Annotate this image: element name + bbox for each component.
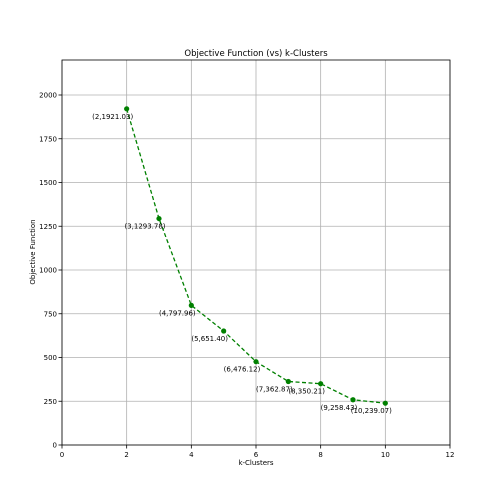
data-point: [188, 302, 194, 308]
x-tick-label: 2: [124, 451, 128, 459]
data-label: (2,1921.03): [92, 113, 133, 121]
data-point: [221, 328, 227, 334]
x-tick-label: 4: [189, 451, 194, 459]
x-tick-label: 6: [254, 451, 259, 459]
data-label: (4,797.96): [159, 309, 196, 317]
x-axis-title: k-Clusters: [238, 459, 273, 467]
x-tick-label: 8: [318, 451, 322, 459]
data-labels: (2,1921.03) (3,1293.78) (4,797.96) (5,651.4…: [92, 113, 392, 415]
x-tick-label: 0: [60, 451, 64, 459]
y-axis: 0 250 500 750 1000 1250 1500 1750 2000: [39, 92, 62, 450]
data-label: (9,258.43): [321, 404, 358, 412]
data-point: [382, 400, 388, 406]
grid: [61, 60, 451, 446]
data-label: (6,476.12): [224, 366, 261, 374]
data-label: (5,651.40): [191, 335, 228, 343]
data-point: [124, 106, 130, 112]
data-point: [253, 359, 259, 365]
x-axis: 0 2 4 6 8 10 12: [60, 445, 455, 459]
y-axis-title: Objective Function: [29, 219, 37, 284]
y-tick-label: 1250: [39, 223, 57, 231]
data-label: (8,350.21): [288, 388, 325, 396]
data-label: (7,362.87): [256, 385, 293, 393]
y-tick-label: 250: [44, 398, 57, 406]
y-tick-label: 2000: [39, 92, 57, 100]
data-label: (3,1293.78): [124, 223, 165, 231]
data-point: [350, 397, 356, 403]
y-tick-label: 750: [44, 310, 57, 318]
y-tick-label: 1750: [39, 135, 57, 143]
y-tick-label: 500: [44, 354, 57, 362]
data-label: (10,239.07): [351, 407, 392, 415]
x-tick-label: 10: [381, 451, 390, 459]
y-tick-label: 1000: [39, 267, 57, 275]
data-point: [318, 381, 324, 387]
series: [124, 106, 388, 406]
data-point: [285, 378, 291, 385]
x-tick-label: 12: [446, 451, 455, 459]
data-point: [156, 215, 162, 222]
y-tick-label: 0: [53, 442, 57, 450]
chart-title: Objective Function (vs) k-Clusters: [184, 49, 328, 59]
y-tick-label: 1500: [39, 179, 57, 187]
